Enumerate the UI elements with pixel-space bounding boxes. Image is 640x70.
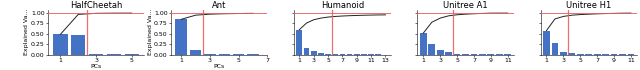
Bar: [218, 54, 230, 55]
Title: Unitree H1: Unitree H1: [566, 1, 611, 10]
Bar: [296, 30, 302, 55]
Bar: [470, 54, 477, 55]
Bar: [496, 54, 502, 55]
Bar: [107, 54, 121, 55]
Bar: [233, 54, 244, 55]
Bar: [454, 54, 461, 55]
Bar: [361, 54, 367, 55]
Bar: [175, 19, 187, 55]
Bar: [552, 43, 558, 55]
Bar: [332, 54, 338, 55]
Bar: [577, 54, 584, 55]
Bar: [627, 54, 634, 55]
Bar: [89, 54, 103, 55]
Bar: [586, 54, 592, 55]
Bar: [190, 50, 202, 55]
Bar: [611, 54, 618, 55]
Bar: [479, 54, 486, 55]
Y-axis label: Explained Va...: Explained Va...: [148, 9, 152, 55]
Bar: [340, 54, 345, 55]
X-axis label: PCs: PCs: [214, 64, 225, 69]
Bar: [376, 54, 381, 55]
Bar: [318, 53, 324, 55]
Bar: [428, 44, 435, 55]
Bar: [437, 50, 444, 55]
Bar: [445, 52, 452, 55]
Bar: [488, 54, 494, 55]
Bar: [71, 35, 85, 55]
Bar: [543, 31, 550, 55]
Bar: [594, 54, 600, 55]
Bar: [347, 54, 353, 55]
Bar: [311, 51, 317, 55]
Bar: [204, 54, 216, 55]
Bar: [368, 54, 374, 55]
Title: Unitree A1: Unitree A1: [444, 1, 488, 10]
Bar: [125, 54, 139, 55]
Title: HalfCheetah: HalfCheetah: [70, 1, 122, 10]
Bar: [325, 54, 331, 55]
Y-axis label: Explained Va...: Explained Va...: [24, 9, 29, 55]
Bar: [504, 54, 511, 55]
Bar: [420, 33, 427, 55]
Bar: [560, 52, 567, 55]
Title: Ant: Ant: [212, 1, 227, 10]
Bar: [462, 54, 469, 55]
Title: Humanoid: Humanoid: [321, 1, 364, 10]
Bar: [53, 34, 68, 55]
Bar: [303, 48, 309, 55]
Bar: [568, 53, 575, 55]
X-axis label: PCs: PCs: [90, 64, 102, 69]
Bar: [247, 54, 259, 55]
Bar: [602, 54, 609, 55]
Bar: [354, 54, 360, 55]
Bar: [619, 54, 626, 55]
